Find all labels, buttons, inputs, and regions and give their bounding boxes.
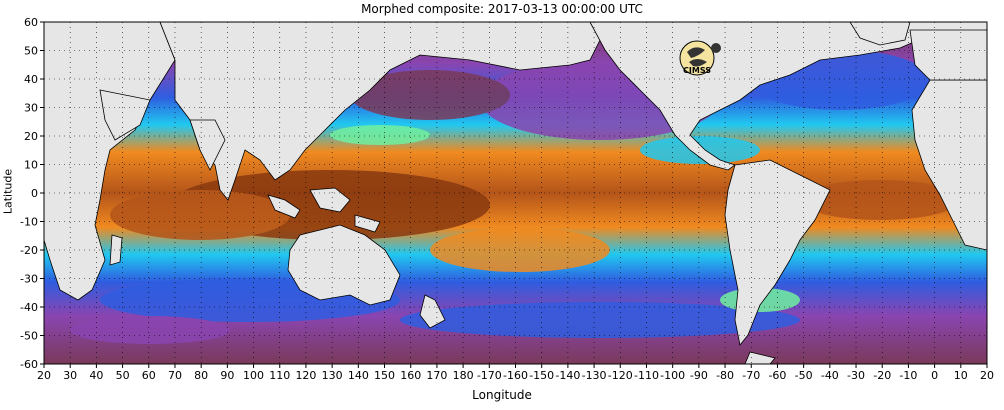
madagascar bbox=[109, 234, 123, 266]
indian-ocean-core bbox=[110, 190, 290, 240]
x-tick-label: -70 bbox=[742, 369, 760, 382]
cimss-logo: CIMSS bbox=[679, 40, 721, 76]
y-axis-ticks: 60 50 40 30 20 10 0 -10 -20 -30 -40 -50 -60 bbox=[20, 16, 44, 371]
y-tick-label: 30 bbox=[24, 102, 38, 115]
y-tick-label: -30 bbox=[20, 273, 38, 286]
x-tick-label: -60 bbox=[768, 369, 786, 382]
atlantic-itcz bbox=[800, 180, 960, 220]
logo-text: CIMSS bbox=[683, 66, 711, 75]
x-tick-label: 0 bbox=[931, 369, 938, 382]
logo-swirl-icon bbox=[687, 47, 705, 58]
y-axis-label: Latitude bbox=[1, 168, 15, 215]
y-tick-label: 50 bbox=[24, 45, 38, 58]
x-tick-label: 50 bbox=[116, 369, 130, 382]
y-tick-label: 0 bbox=[31, 187, 38, 200]
x-tick-label: 170 bbox=[426, 369, 447, 382]
x-tick-label: 40 bbox=[89, 369, 103, 382]
logo-swirl-lower-icon bbox=[689, 59, 707, 67]
x-tick-label: 100 bbox=[243, 369, 264, 382]
x-tick-label: -90 bbox=[690, 369, 708, 382]
y-tick-label: 60 bbox=[24, 16, 38, 29]
y-tick-label: 40 bbox=[24, 73, 38, 86]
y-tick-label: 10 bbox=[24, 159, 38, 172]
x-tick-label: 90 bbox=[220, 369, 234, 382]
plot-area bbox=[44, 22, 987, 364]
x-tick-label: -120 bbox=[608, 369, 633, 382]
new-zealand bbox=[419, 294, 446, 329]
x-tick-label: 160 bbox=[400, 369, 421, 382]
x-tick-label: -100 bbox=[660, 369, 685, 382]
x-tick-label: -110 bbox=[634, 369, 659, 382]
y-tick-label: -40 bbox=[20, 301, 38, 314]
x-tick-label: 30 bbox=[63, 369, 77, 382]
x-tick-label: -80 bbox=[716, 369, 734, 382]
x-tick-label: -160 bbox=[503, 369, 528, 382]
maritime-continent bbox=[267, 187, 381, 233]
x-tick-label: -170 bbox=[477, 369, 502, 382]
indian-subcontinent bbox=[189, 119, 226, 171]
europe-west bbox=[909, 29, 987, 81]
greenland bbox=[849, 22, 911, 46]
x-tick-label: 180 bbox=[453, 369, 474, 382]
africa-east bbox=[44, 22, 176, 301]
x-tick-label: 110 bbox=[269, 369, 290, 382]
x-tick-label: -30 bbox=[847, 369, 865, 382]
africa-west bbox=[911, 79, 987, 251]
arabia bbox=[99, 89, 151, 141]
x-axis-label: Longitude bbox=[472, 388, 532, 402]
y-tick-label: -60 bbox=[20, 358, 38, 371]
x-axis-ticks: 20 30 40 50 60 70 80 90 100 110 120 130 140 150 160 170… bbox=[37, 364, 994, 382]
west-pacific-moist bbox=[330, 125, 430, 145]
x-tick-label: 20 bbox=[980, 369, 994, 382]
x-tick-label: -130 bbox=[582, 369, 607, 382]
x-tick-label: 150 bbox=[374, 369, 395, 382]
x-tick-label: 140 bbox=[348, 369, 369, 382]
x-tick-label: 130 bbox=[322, 369, 343, 382]
x-tick-label: 120 bbox=[295, 369, 316, 382]
y-tick-label: -50 bbox=[20, 330, 38, 343]
map-title: Morphed composite: 2017-03-13 00:00:00 U… bbox=[361, 2, 643, 16]
grid-lines bbox=[44, 22, 987, 364]
logo-dot-icon bbox=[711, 43, 721, 53]
x-tick-label: -10 bbox=[899, 369, 917, 382]
southern-pacific-band bbox=[400, 302, 800, 338]
logo-globe-icon bbox=[679, 40, 715, 76]
y-tick-label: -20 bbox=[20, 244, 38, 257]
x-tick-label: -150 bbox=[529, 369, 554, 382]
x-tick-label: 70 bbox=[168, 369, 182, 382]
x-tick-label: 60 bbox=[142, 369, 156, 382]
x-tick-label: -140 bbox=[555, 369, 580, 382]
x-tick-label: 20 bbox=[37, 369, 51, 382]
x-tick-label: -50 bbox=[795, 369, 813, 382]
x-tick-label: 80 bbox=[194, 369, 208, 382]
y-tick-label: 20 bbox=[24, 130, 38, 143]
antarctica-tip bbox=[744, 351, 776, 364]
y-tick-label: -10 bbox=[20, 216, 38, 229]
southern-dry-swirl bbox=[70, 316, 230, 344]
x-tick-label: -20 bbox=[873, 369, 891, 382]
australia bbox=[287, 224, 401, 306]
x-tick-label: -40 bbox=[821, 369, 839, 382]
x-tick-label: 10 bbox=[954, 369, 968, 382]
